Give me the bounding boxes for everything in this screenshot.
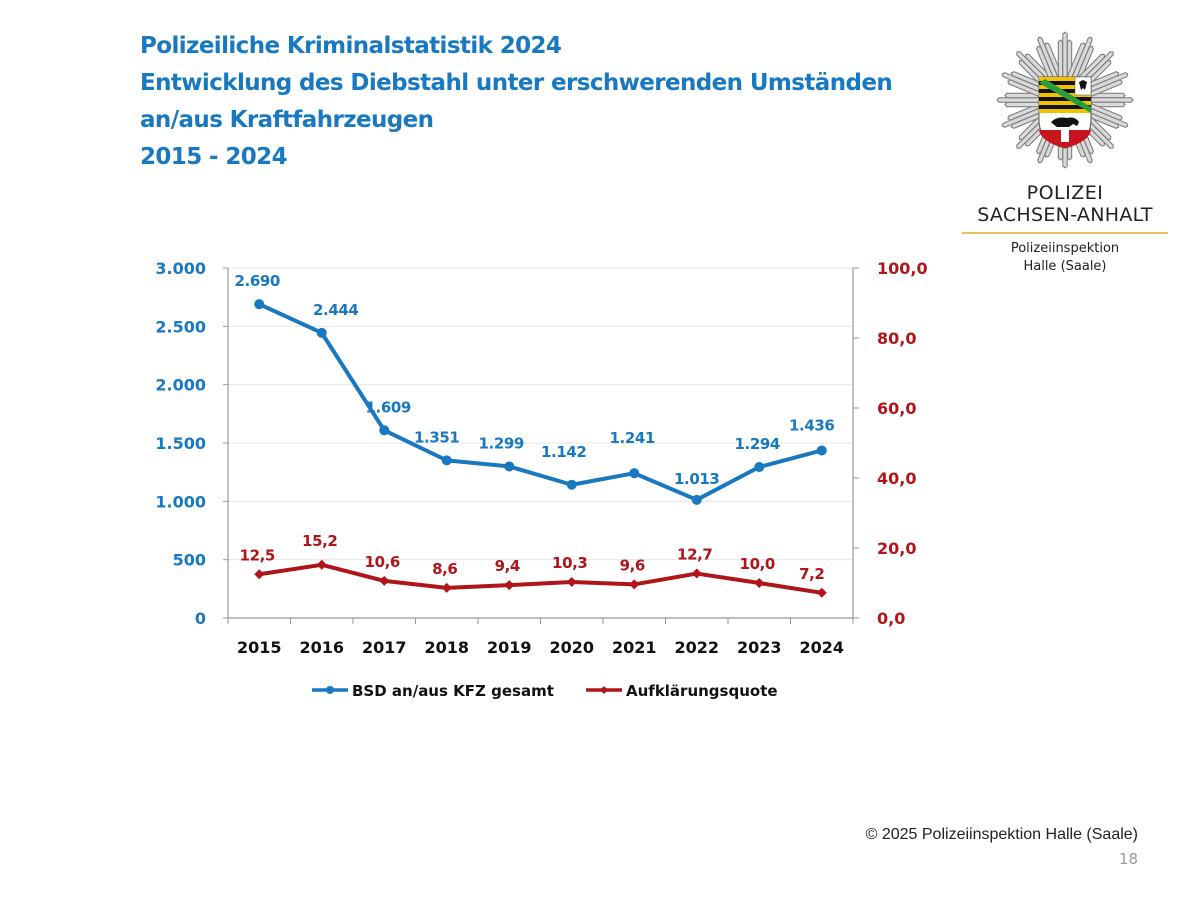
series-line-bsd [258, 302, 823, 502]
data-point [441, 455, 452, 466]
x-tick-label: 2021 [612, 638, 657, 657]
y-left-tick-label: 1.500 [155, 434, 206, 453]
series-layer [254, 299, 827, 598]
data-label: 1.351 [414, 428, 459, 446]
x-tick-label: 2020 [549, 638, 594, 657]
data-label: 9,6 [620, 556, 645, 574]
page-number: 18 [1118, 850, 1138, 868]
data-point [754, 462, 765, 473]
data-point [754, 578, 765, 588]
data-point [566, 479, 577, 490]
data-point [441, 582, 452, 593]
x-tick-label: 2024 [799, 638, 844, 657]
data-point [691, 568, 702, 579]
data-label: 1.142 [541, 443, 586, 461]
data-label: 1.299 [479, 434, 524, 452]
x-tick-label: 2016 [299, 638, 344, 657]
data-point [254, 299, 265, 310]
data-point [254, 569, 265, 580]
police-logo: POLIZEI SACHSEN-ANHALT Polizeiinspektion… [960, 30, 1170, 280]
data-label: 1.436 [789, 416, 834, 434]
data-point [691, 494, 702, 505]
data-point [566, 576, 577, 587]
data-label: 1.294 [735, 435, 780, 453]
x-tick-label: 2022 [674, 638, 719, 657]
axes [223, 267, 859, 624]
data-label: 1.241 [610, 429, 655, 447]
x-tick-label: 2019 [487, 638, 532, 657]
title-line-2: Entwicklung des Diebstahl unter erschwer… [140, 70, 893, 96]
y-right-tick-label: 80,0 [877, 329, 916, 348]
y-axis-right-ticks: 0,0 20,0 40,0 60,0 80,0 100,0 [877, 259, 928, 628]
data-label: 9,4 [495, 557, 520, 575]
y-left-tick-label: 1.000 [155, 492, 206, 511]
gridlines [228, 267, 853, 561]
data-label: 2.690 [235, 272, 280, 290]
y-right-tick-label: 40,0 [877, 469, 916, 488]
y-left-tick-label: 2.000 [155, 376, 206, 395]
data-label: 10,0 [740, 555, 775, 573]
data-point [316, 559, 327, 570]
data-point [816, 445, 827, 456]
series-line-aufklaerungsquote [258, 562, 823, 595]
data-point [629, 579, 640, 590]
data-label: 8,6 [432, 560, 457, 578]
data-point [316, 327, 327, 338]
data-label: 15,2 [302, 532, 337, 550]
x-tick-label: 2023 [737, 638, 782, 657]
y-left-tick-label: 500 [173, 551, 206, 570]
x-tick-label: 2017 [362, 638, 407, 657]
logo-divider [962, 232, 1168, 234]
legend-marker [600, 686, 608, 694]
data-label: 12,5 [240, 546, 275, 564]
y-right-tick-label: 0,0 [877, 609, 905, 628]
data-label: 10,6 [365, 553, 400, 571]
data-point [379, 425, 390, 436]
x-tick-label: 2018 [424, 638, 469, 657]
title-line-1: Polizeiliche Kriminalstatistik 2024 [140, 33, 562, 59]
y-right-tick-label: 100,0 [877, 259, 928, 278]
legend-label: BSD an/aus KFZ gesamt [352, 682, 554, 700]
legend-item: Aufklärungsquote [586, 682, 778, 700]
y-left-tick-label: 0 [195, 609, 206, 628]
org-name-line-1: POLIZEI [1026, 182, 1104, 204]
x-tick-label: 2015 [237, 638, 282, 657]
x-axis-ticks: 2015 2016 2017 2018 2019 2020 2021 2022 2023 2024 [237, 638, 844, 657]
police-star-emblem-icon [996, 31, 1134, 169]
data-point [379, 575, 390, 586]
data-label: 7,2 [799, 565, 824, 583]
chart-legend: BSD an/aus KFZ gesamt Aufklärungsquote [312, 682, 778, 700]
data-label: 1.013 [674, 470, 719, 488]
data-point [816, 587, 827, 598]
data-label: 2.444 [313, 301, 358, 319]
data-point [504, 580, 515, 591]
org-sub-line-1: Polizeiinspektion [1010, 241, 1120, 256]
y-right-tick-label: 20,0 [877, 539, 916, 558]
legend-label: Aufklärungsquote [626, 682, 778, 700]
copyright-text: © 2025 Polizeiinspektion Halle (Saale) [865, 826, 1138, 843]
y-left-tick-label: 3.000 [155, 259, 206, 278]
title-line-3: an/aus Kraftfahrzeugen [140, 107, 434, 133]
data-label: 10,3 [552, 554, 587, 572]
data-label: 12,7 [677, 546, 712, 564]
data-point [629, 468, 640, 479]
org-sub-line-2: Halle (Saale) [1023, 259, 1107, 274]
legend-marker [326, 686, 334, 694]
y-axis-left-ticks: 0 500 1.000 1.500 2.000 2.500 3.000 [155, 259, 206, 628]
y-left-tick-label: 2.500 [155, 317, 206, 336]
org-name-line-2: SACHSEN-ANHALT [977, 204, 1153, 226]
slide-title: Polizeiliche Kriminalstatistik 2024 Entw… [140, 28, 893, 176]
data-label: 1.609 [366, 398, 411, 416]
title-line-4: 2015 - 2024 [140, 144, 288, 170]
data-point [504, 461, 515, 472]
y-right-tick-label: 60,0 [877, 399, 916, 418]
legend-item: BSD an/aus KFZ gesamt [312, 682, 554, 700]
